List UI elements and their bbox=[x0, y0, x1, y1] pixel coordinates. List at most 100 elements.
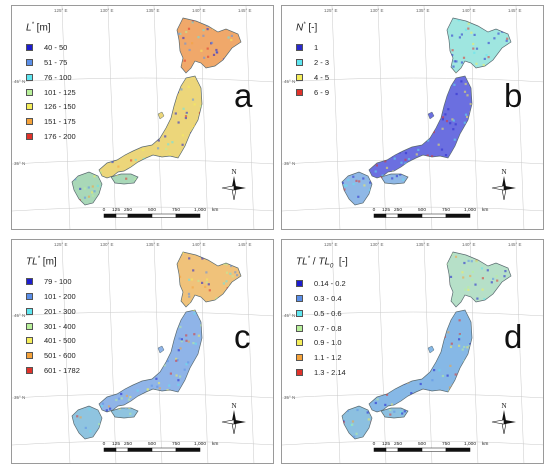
legend-swatch bbox=[296, 324, 303, 332]
legend-title-separator: / bbox=[310, 256, 319, 268]
scale-bar-labels: 0 125 250 500 750 1,000 km bbox=[103, 207, 219, 213]
panel-letter: c bbox=[234, 318, 251, 355]
longitude-label: 125° E bbox=[324, 242, 338, 247]
meridian-line bbox=[331, 6, 341, 229]
sado-island bbox=[427, 111, 435, 120]
north-arrow-icon: N bbox=[221, 402, 246, 435]
meridian-line bbox=[153, 6, 163, 229]
map-panel-c: 0 125 250 500 750 1,000 km N 125° E 130° E 135° E 1… bbox=[11, 239, 274, 464]
legend-item: 301 - 400 bbox=[26, 319, 80, 334]
legend-item: 6 - 9 bbox=[296, 85, 329, 100]
legend-item: 2 - 3 bbox=[296, 55, 329, 70]
parallel-line bbox=[282, 311, 543, 317]
panel-letter: a bbox=[234, 77, 253, 114]
legend-item: 101 - 200 bbox=[26, 289, 80, 304]
parallel-line bbox=[282, 77, 543, 83]
legend-label: 4 - 5 bbox=[314, 72, 330, 82]
legend-title-unit: [-] bbox=[333, 256, 348, 268]
legend-title: TL* [m] bbox=[26, 256, 80, 267]
legend-label: 0.5 - 0.6 bbox=[314, 308, 342, 318]
hokkaido-region bbox=[446, 251, 512, 308]
parallel-line bbox=[12, 440, 273, 446]
legend-label: 1.3 - 2.14 bbox=[314, 368, 346, 377]
honshu-region bbox=[98, 75, 203, 179]
longitude-label: 125° E bbox=[54, 242, 68, 247]
latitude-label: 45° N bbox=[284, 79, 296, 84]
legend-title-unit: [m] bbox=[33, 22, 51, 34]
legend-swatch bbox=[296, 309, 303, 317]
scale-tick-label: 0 bbox=[103, 441, 106, 447]
kyushu-region bbox=[71, 405, 103, 440]
legend-label: 0.9 - 1.0 bbox=[314, 338, 342, 348]
meridian-line bbox=[423, 240, 433, 463]
legend-label: 0.7 - 0.8 bbox=[314, 323, 342, 333]
scale-bar-labels: 0 125 250 500 750 1,000 km bbox=[373, 207, 489, 213]
legend-title: TL* / TL0 [-] bbox=[296, 256, 348, 269]
legend-item: 1.3 - 2.14 bbox=[296, 365, 348, 380]
meridian-line bbox=[107, 240, 117, 463]
legend-swatch bbox=[26, 352, 33, 360]
legend-label: 0.14 - 0.2 bbox=[314, 279, 346, 289]
legend-label: 101 - 125 bbox=[44, 87, 76, 97]
scale-bar bbox=[103, 447, 201, 452]
legend-swatch bbox=[26, 133, 33, 140]
legend-item: 1 bbox=[296, 40, 329, 55]
scale-tick-label: 125 bbox=[382, 207, 390, 213]
legend-item: 151 - 175 bbox=[26, 114, 76, 129]
legend-swatch bbox=[296, 369, 303, 376]
latitude-label: 35° N bbox=[284, 395, 296, 400]
north-label: N bbox=[231, 402, 236, 410]
longitude-label: 135° E bbox=[146, 242, 160, 247]
parallel-line bbox=[12, 393, 273, 399]
legend-item: 176 - 200 bbox=[26, 129, 76, 144]
legend-title-variable: N bbox=[296, 22, 304, 34]
scale-bar bbox=[373, 447, 471, 452]
legend-swatch bbox=[26, 278, 33, 286]
latitude-label: 45° N bbox=[284, 313, 296, 318]
hokkaido-region bbox=[446, 17, 512, 74]
shikoku-region bbox=[110, 407, 139, 419]
parallel-line bbox=[12, 206, 273, 212]
north-arrow-icon: N bbox=[491, 168, 516, 201]
legend-swatch bbox=[26, 118, 33, 126]
scale-tick-label: 0 bbox=[373, 207, 376, 213]
longitude-label: 135° E bbox=[416, 242, 430, 247]
latitude-label: 45° N bbox=[14, 313, 26, 318]
scale-tick-label: 1,000 bbox=[194, 441, 206, 447]
parallel-line bbox=[12, 77, 273, 83]
legend-swatch bbox=[296, 88, 303, 96]
longitude-label: 145° E bbox=[238, 242, 252, 247]
legend-label: 401 - 500 bbox=[44, 336, 76, 346]
legend-swatch bbox=[26, 59, 33, 67]
meridian-line bbox=[377, 6, 387, 229]
legend: TL* [m] 79 - 100 101 - 200 201 - 300 301 - 4… bbox=[26, 256, 80, 378]
legend-item: 1.1 - 1.2 bbox=[296, 350, 348, 365]
longitude-label: 140° E bbox=[462, 8, 476, 13]
scale-unit-label: km bbox=[482, 441, 488, 447]
sado-island bbox=[427, 345, 435, 354]
meridian-line bbox=[153, 240, 163, 463]
legend-item: 0.7 - 0.8 bbox=[296, 321, 348, 336]
longitude-label: 125° E bbox=[54, 8, 68, 13]
legend-swatch bbox=[26, 103, 33, 111]
longitude-label: 135° E bbox=[416, 8, 430, 13]
latitude-label: 35° N bbox=[14, 161, 26, 166]
legend-swatch bbox=[296, 339, 303, 347]
legend-item: 40 - 50 bbox=[26, 40, 76, 55]
shikoku-region bbox=[380, 173, 409, 185]
legend-swatch bbox=[26, 307, 33, 315]
honshu-region bbox=[98, 309, 203, 413]
legend-title-superscript: * bbox=[37, 256, 41, 262]
legend-swatch bbox=[26, 367, 33, 374]
legend-title: L* [m] bbox=[26, 22, 76, 33]
meridian-line bbox=[245, 240, 255, 463]
longitude-label: 135° E bbox=[146, 8, 160, 13]
legend-label: 2 - 3 bbox=[314, 58, 330, 68]
scale-tick-label: 250 bbox=[124, 207, 132, 213]
legend-label: 201 - 300 bbox=[44, 306, 76, 316]
scale-tick-label: 1,000 bbox=[194, 207, 206, 213]
legend-label: 79 - 100 bbox=[44, 277, 72, 287]
legend-item: 76 - 100 bbox=[26, 70, 76, 85]
map-canvas: 0 125 250 500 750 1,000 km N bbox=[12, 6, 273, 229]
legend: N* [-] 1 2 - 3 4 - 5 6 - 9 bbox=[296, 22, 329, 100]
